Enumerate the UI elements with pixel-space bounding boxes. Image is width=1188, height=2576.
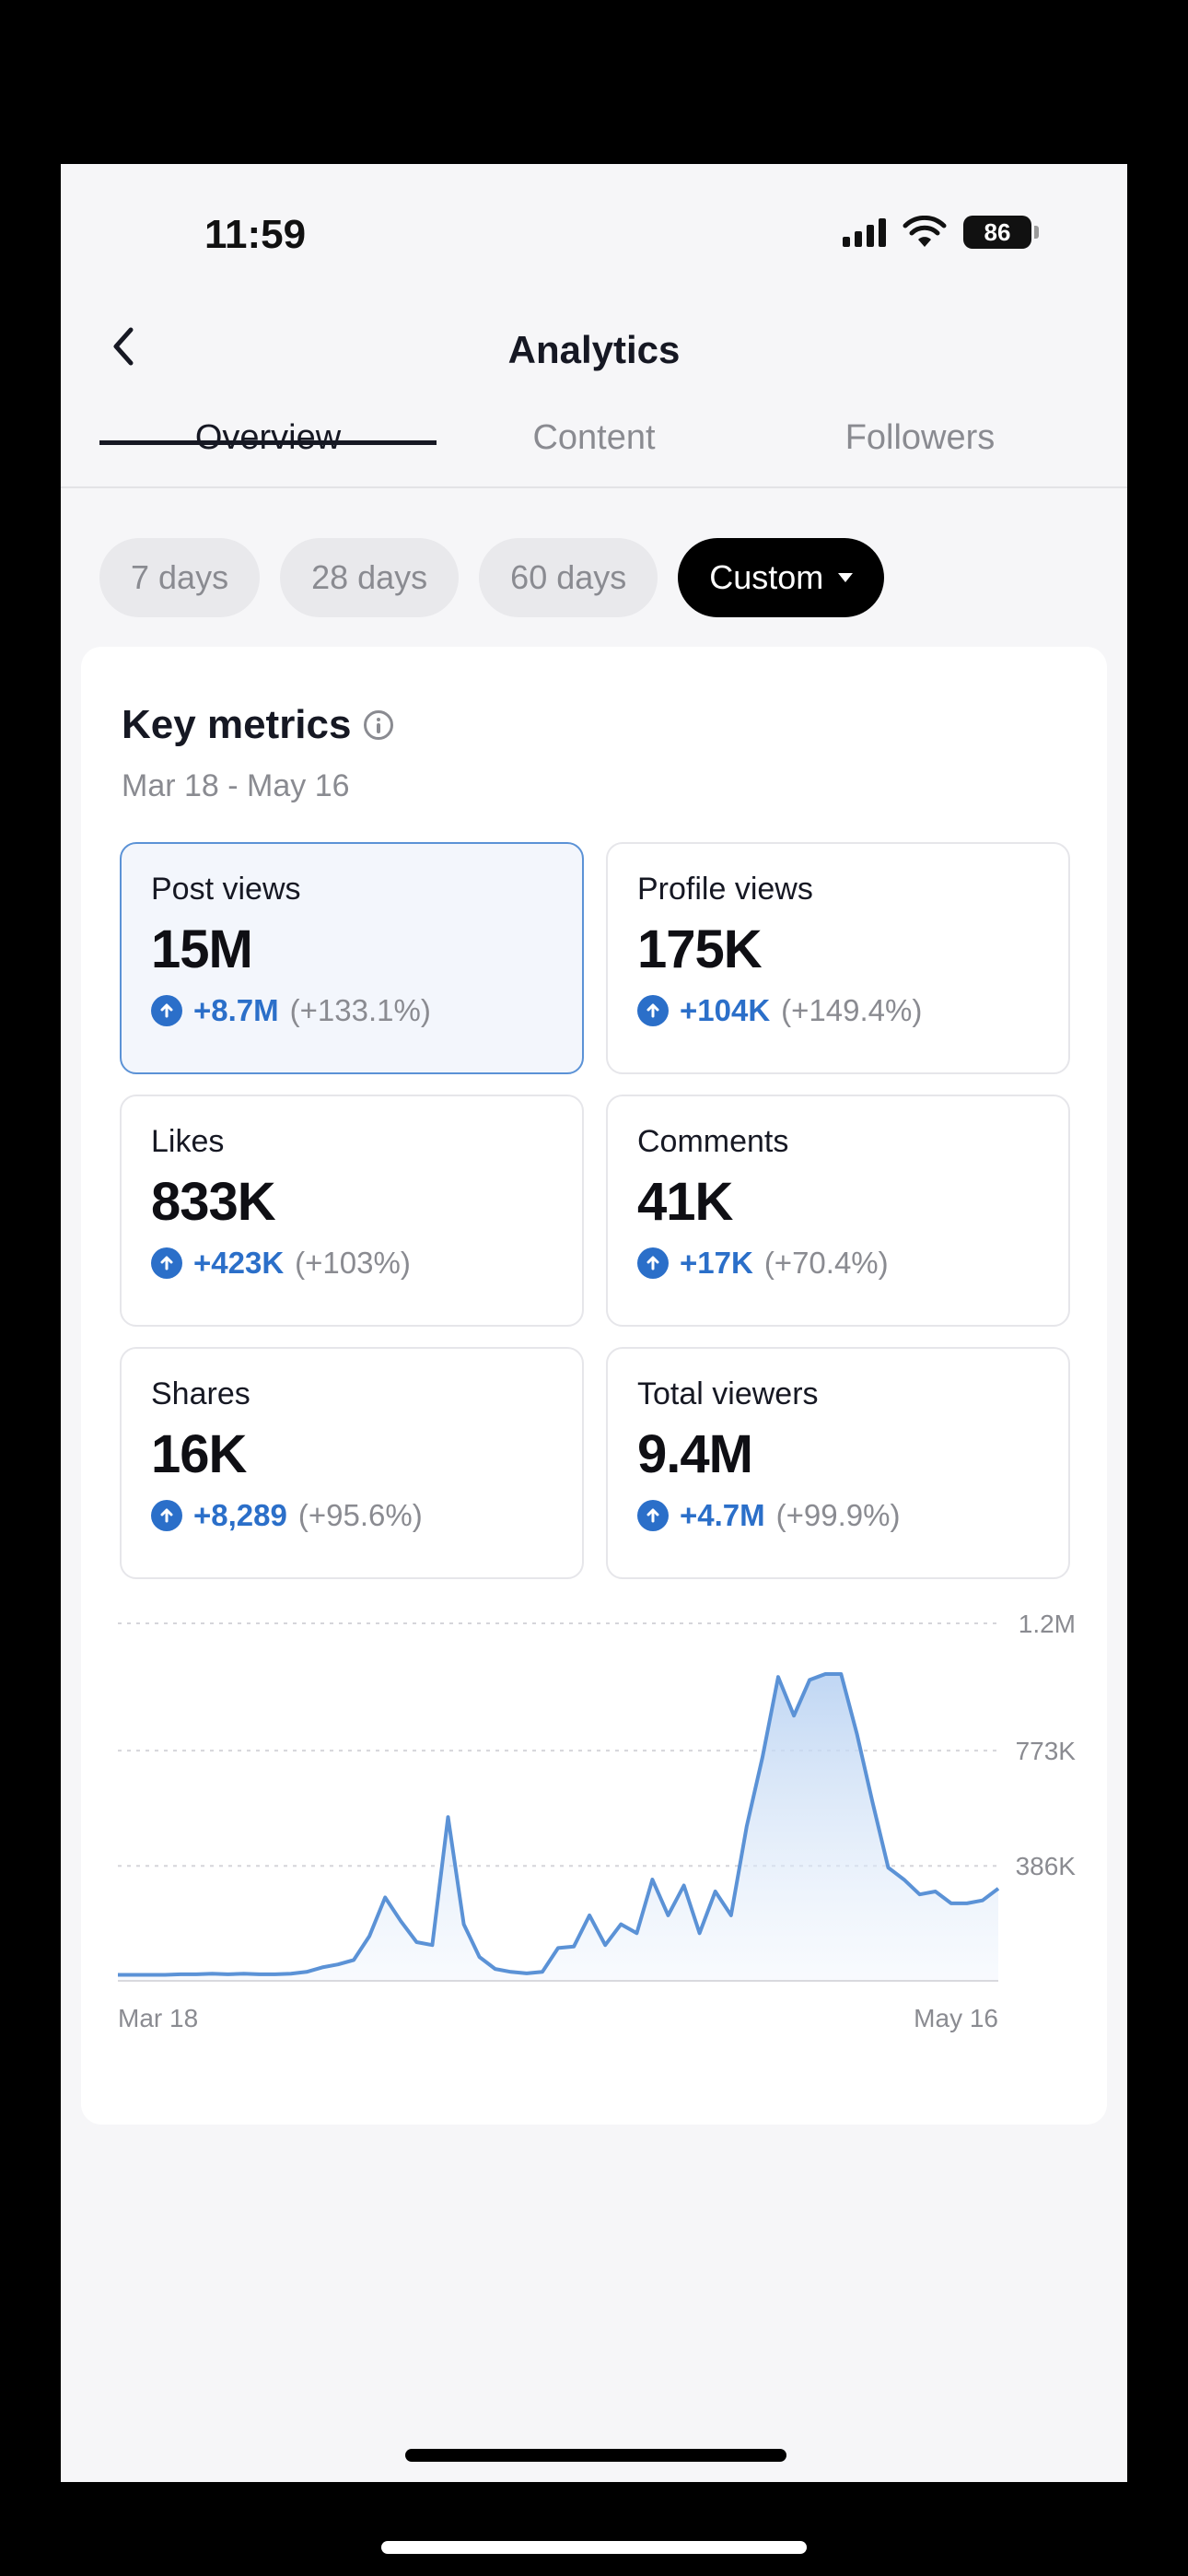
metric-delta-percent: (+103%) (295, 1246, 411, 1280)
arrow-up-icon (637, 1247, 669, 1279)
metric-tile-likes[interactable]: Likes 833K +423K (+103%) (120, 1095, 584, 1327)
chart-series-line (118, 1672, 1000, 1977)
metric-value: 41K (637, 1172, 733, 1232)
metric-delta-value: +8,289 (193, 1498, 287, 1532)
metric-value: 9.4M (637, 1424, 753, 1484)
metric-value: 15M (151, 919, 253, 979)
metric-value: 16K (151, 1424, 247, 1484)
metric-delta: +4.7M (+99.9%) (637, 1498, 1039, 1533)
arrow-up-icon (151, 995, 182, 1026)
back-arrow-icon[interactable] (98, 321, 149, 372)
cellular-signal-icon (843, 217, 886, 247)
home-indicator (405, 2449, 786, 2462)
metric-tile-post-views[interactable]: Post views 15M +8.7M (+133.1%) (120, 842, 584, 1074)
outer-home-indicator (381, 2541, 807, 2554)
metric-delta-value: +423K (193, 1246, 285, 1280)
active-tab-indicator (99, 440, 437, 445)
page-title: Analytics (507, 328, 681, 371)
key-metrics-card: Key metrics Mar 18 - May 16 Post views 1… (81, 647, 1107, 2125)
tab-overview[interactable]: Overview (194, 417, 342, 457)
metric-delta-percent: (+95.6%) (297, 1498, 423, 1532)
arrow-up-icon (151, 1500, 182, 1531)
x-axis-end-label: May 16 (914, 2004, 998, 2032)
phone-screen: 11:59 86 Analytics Overview Content Foll… (61, 164, 1127, 2482)
metric-tile-total-viewers[interactable]: Total viewers 9.4M +4.7M (+99.9%) (606, 1347, 1070, 1579)
metric-delta: +104K (+149.4%) (637, 993, 1039, 1028)
metric-value: 175K (637, 919, 763, 979)
x-axis-start-label: Mar 18 (118, 2004, 198, 2032)
tab-bar: Overview Content Followers (61, 389, 1127, 488)
metric-label: Comments (637, 1124, 789, 1159)
metric-label: Post views (151, 872, 301, 907)
metric-delta-percent: (+133.1%) (289, 993, 431, 1027)
y-tick-label: 773K (1016, 1737, 1077, 1765)
metric-label: Likes (151, 1124, 225, 1159)
chart-area-fill (118, 1674, 998, 1981)
period-selector: 7 days 28 days 60 days Custom (99, 538, 885, 617)
arrow-up-icon (637, 995, 669, 1026)
metric-delta-value: +104K (680, 993, 771, 1027)
key-metrics-title: Key metrics (122, 702, 352, 747)
metric-delta-percent: (+70.4%) (763, 1246, 889, 1280)
y-tick-label: 386K (1016, 1852, 1077, 1880)
tab-followers[interactable]: Followers (844, 417, 996, 457)
caret-down-icon (838, 573, 854, 582)
battery-icon: 86 (963, 216, 1039, 249)
y-tick-label: 1.2M (1019, 1610, 1076, 1638)
tab-content[interactable]: Content (532, 417, 656, 457)
metric-delta-percent: (+149.4%) (781, 993, 923, 1027)
metric-label: Shares (151, 1376, 250, 1411)
metric-delta: +423K (+103%) (151, 1246, 553, 1281)
metric-tile-profile-views[interactable]: Profile views 175K +104K (+149.4%) (606, 842, 1070, 1074)
metric-delta: +17K (+70.4%) (637, 1246, 1039, 1281)
info-icon[interactable] (364, 710, 394, 740)
metric-label: Total viewers (637, 1376, 819, 1411)
metric-tile-shares[interactable]: Shares 16K +8,289 (+95.6%) (120, 1347, 584, 1579)
metrics-grid: Post views 15M +8.7M (+133.1%) Profile v… (120, 842, 1070, 1579)
date-range: Mar 18 - May 16 (122, 768, 350, 803)
status-icons: 86 (843, 216, 1039, 249)
wifi-icon (903, 216, 947, 247)
metric-delta-value: +4.7M (680, 1498, 765, 1532)
arrow-up-icon (151, 1247, 182, 1279)
period-custom-label: Custom (709, 558, 824, 596)
metric-tile-comments[interactable]: Comments 41K +17K (+70.4%) (606, 1095, 1070, 1327)
metric-label: Profile views (637, 872, 813, 907)
post-views-chart[interactable]: 386K 773K 1.2M Mar 18 May 16 (118, 1587, 1094, 2066)
status-time: 11:59 (204, 212, 307, 257)
metric-delta: +8,289 (+95.6%) (151, 1498, 553, 1533)
period-custom-chip[interactable]: Custom (678, 538, 885, 617)
period-60-days-chip[interactable]: 60 days (479, 538, 658, 617)
metric-delta-value: +8.7M (193, 993, 279, 1027)
period-28-days-chip[interactable]: 28 days (280, 538, 460, 617)
metric-delta-value: +17K (680, 1246, 753, 1280)
period-7-days-chip[interactable]: 7 days (99, 538, 261, 617)
arrow-up-icon (637, 1500, 669, 1531)
key-metrics-heading: Key metrics (122, 702, 394, 748)
metric-value: 833K (151, 1172, 276, 1232)
metric-delta-percent: (+99.9%) (775, 1498, 901, 1532)
metric-delta: +8.7M (+133.1%) (151, 993, 553, 1028)
